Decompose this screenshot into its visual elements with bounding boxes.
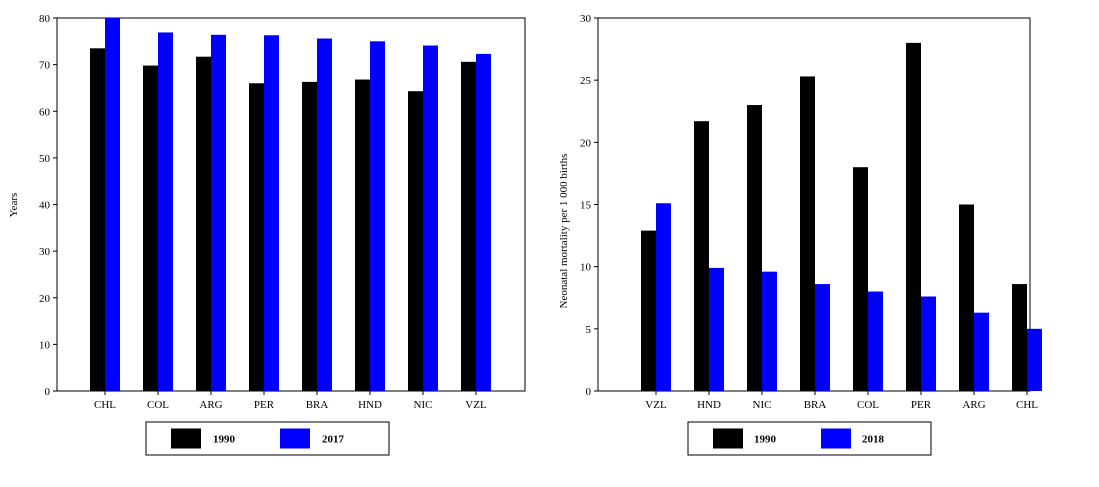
category-label-hnd: HND (358, 399, 382, 411)
bar-2017-col (158, 32, 173, 392)
bar-2017-vzl (476, 53, 491, 392)
y-tick-label: 15 (580, 200, 592, 212)
category-label-arg: ARG (199, 399, 222, 411)
y-axis-title: Neonatal mortality per 1 000 births (558, 154, 570, 309)
category-label-col: COL (857, 399, 879, 411)
bar-2018-per (921, 296, 936, 391)
bar-1990-nic (747, 105, 762, 392)
y-axis-title: Years (8, 193, 20, 218)
category-label-vzl: VZL (465, 399, 487, 411)
bar-1990-chl (1012, 284, 1027, 391)
legend-swatch-1990 (171, 428, 201, 449)
category-label-bra: BRA (306, 399, 329, 411)
bar-2018-chl (1027, 328, 1042, 391)
bar-2018-col (868, 291, 883, 391)
category-label-nic: NIC (414, 399, 433, 411)
bar-1990-per (906, 42, 921, 391)
category-label-hnd: HND (697, 399, 721, 411)
bar-2018-vzl (656, 203, 671, 391)
bar-1990-hnd (694, 121, 709, 392)
y-tick-label: 0 (45, 386, 51, 398)
bar-2017-hnd (370, 41, 385, 391)
legend-label-1990: 1990 (213, 434, 236, 446)
y-tick-label: 30 (580, 13, 592, 25)
bar-1990-vzl (641, 230, 656, 391)
category-label-col: COL (147, 399, 169, 411)
life-expectancy-chart: 0 10 20 30 40 50 60 70 80 Years CHL COL ARG PER BRA HND… (8, 13, 526, 456)
category-label-per: PER (254, 399, 275, 411)
category-label-bra: BRA (804, 399, 827, 411)
bar-2017-nic (423, 45, 438, 391)
bar-1990-bra (800, 76, 815, 391)
legend-swatch-1990 (713, 428, 743, 449)
y-tick-label: 25 (580, 75, 592, 87)
bar-1990-chl (90, 48, 105, 392)
bar-2017-arg (211, 34, 226, 391)
y-tick-label: 40 (39, 200, 51, 212)
y-tick-label: 20 (39, 293, 51, 305)
legend-label-1990: 1990 (754, 434, 777, 446)
y-tick-label: 30 (39, 246, 51, 258)
bar-1990-hnd (355, 79, 370, 392)
bar-1990-col (143, 65, 158, 392)
y-tick-label: 10 (39, 339, 51, 351)
legend-swatch-2018 (821, 428, 851, 449)
bar-2018-arg (974, 312, 989, 391)
category-label-chl: CHL (1016, 399, 1038, 411)
legend-label-2018: 2018 (862, 434, 885, 446)
y-tick-label: 5 (586, 324, 592, 336)
bar-2018-hnd (709, 267, 724, 391)
legend-label-2017: 2017 (322, 434, 345, 446)
bar-1990-arg (959, 204, 974, 391)
bar-2017-bra (317, 38, 332, 391)
bar-1990-arg (196, 56, 211, 391)
category-label-chl: CHL (94, 399, 116, 411)
y-tick-label: 10 (580, 262, 592, 274)
plot-frame (56, 17, 526, 392)
bar-2017-per (264, 35, 279, 391)
legend-swatch-2017 (280, 428, 310, 449)
y-tick-label: 50 (39, 153, 51, 165)
y-tick-label: 0 (586, 386, 592, 398)
category-label-per: PER (911, 399, 932, 411)
y-tick-label: 60 (39, 106, 51, 118)
category-label-arg: ARG (962, 399, 985, 411)
bar-1990-per (249, 83, 264, 392)
bar-2018-bra (815, 284, 830, 391)
y-tick-label: 20 (580, 137, 592, 149)
category-label-nic: NIC (753, 399, 772, 411)
y-tick-label: 70 (39, 60, 51, 72)
bar-1990-vzl (461, 61, 476, 391)
bar-1990-col (853, 167, 868, 391)
category-label-vzl: VZL (645, 399, 667, 411)
bar-2017-chl (105, 18, 120, 391)
neonatal-mortality-chart: 0 5 10 15 20 25 30 Neonatal mortality per 1 000… (558, 13, 1042, 456)
bar-1990-bra (302, 81, 317, 391)
y-tick-label: 80 (39, 13, 51, 25)
bar-1990-nic (408, 91, 423, 392)
bar-2018-nic (762, 271, 777, 391)
